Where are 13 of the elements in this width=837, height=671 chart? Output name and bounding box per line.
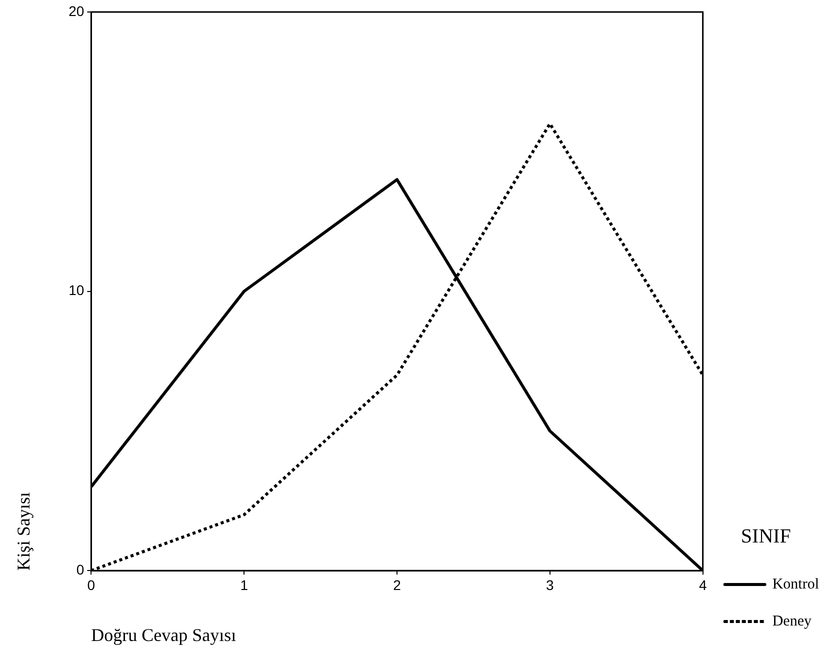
legend-title: SINIF xyxy=(740,525,791,548)
legend-label: Kontrol xyxy=(772,576,820,592)
x-tick-label: 3 xyxy=(546,576,554,593)
legend-label: Deney xyxy=(772,613,812,630)
x-axis-title: Doğru Cevap Sayısı xyxy=(91,624,236,645)
x-tick-label: 0 xyxy=(87,576,96,593)
y-axis-title: Kişi Sayısı xyxy=(14,492,34,571)
x-tick-label: 2 xyxy=(393,576,402,593)
y-tick-label: 20 xyxy=(68,2,84,19)
x-tick-label: 1 xyxy=(240,576,248,593)
y-tick-label: 10 xyxy=(68,282,84,298)
x-tick-label: 4 xyxy=(698,576,707,593)
y-tick-label: 0 xyxy=(76,561,84,578)
